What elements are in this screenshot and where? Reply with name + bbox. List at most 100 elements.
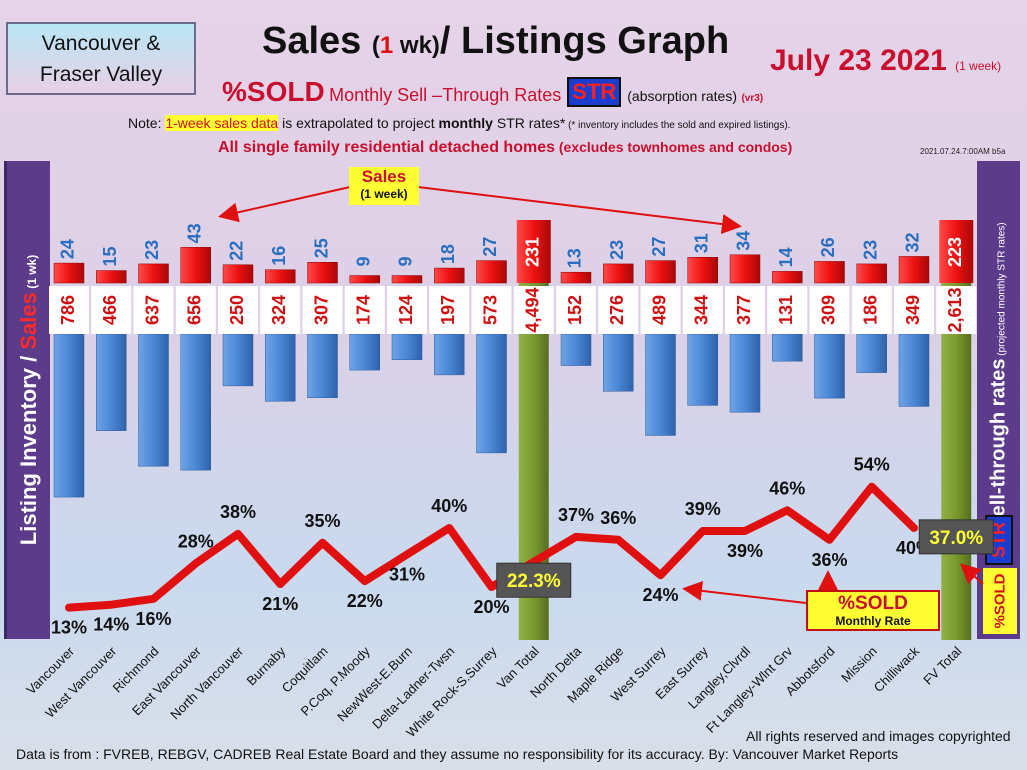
inventory-label-box xyxy=(387,286,427,334)
inventory-bar xyxy=(856,333,887,373)
x-tick-label: West Vancouver xyxy=(42,643,120,721)
inventory-label-box xyxy=(640,286,681,334)
str-point-label: 54% xyxy=(854,455,890,475)
total-str-label: 37.0% xyxy=(929,528,983,549)
copyright-note: All rights reserved and images copyright… xyxy=(746,728,1011,744)
x-tick-label: North Vancouver xyxy=(167,643,246,722)
inventory-label-box xyxy=(260,286,301,334)
sales-callout-sub: (1 week) xyxy=(360,187,408,201)
sales-label: 16 xyxy=(269,246,289,266)
sales-bar xyxy=(729,254,761,284)
source-note: Data is from : FVREB, REBGV, CADREB Real… xyxy=(16,746,899,762)
inventory-label-box xyxy=(133,286,174,334)
sales-label: 24 xyxy=(58,239,78,259)
note-b: is extrapolated to project xyxy=(278,115,439,131)
inventory-label-box xyxy=(513,286,554,334)
x-tick-label: FV Total xyxy=(920,643,964,687)
str-point-label: 46% xyxy=(769,478,805,498)
x-tick-label: NewWest-E.Burn xyxy=(334,644,415,725)
inventory-label: 250 xyxy=(227,295,247,325)
sales-label: 13 xyxy=(565,248,585,268)
inventory-label-box xyxy=(218,286,258,334)
note-highlight: 1-week sales data xyxy=(165,115,279,131)
inventory-label-box xyxy=(725,286,765,334)
sales-bar xyxy=(434,267,465,284)
inventory-label: 377 xyxy=(734,295,754,325)
inventory-label: 324 xyxy=(269,295,289,325)
inventory-label: 152 xyxy=(565,295,585,325)
inventory-label: 174 xyxy=(354,295,374,325)
inventory-label: 637 xyxy=(142,295,162,325)
sales-label: 9 xyxy=(396,257,416,267)
inventory-label-box xyxy=(91,286,132,334)
inventory-label: 349 xyxy=(903,295,923,325)
inventory-label: 307 xyxy=(311,295,331,325)
inventory-bar xyxy=(434,333,465,376)
detached-a: All single family residential detached h… xyxy=(218,139,555,156)
inventory-bar xyxy=(222,333,254,387)
inventory-bar xyxy=(476,333,507,454)
note-a: Note: xyxy=(128,115,166,131)
inventory-label: 124 xyxy=(396,295,416,325)
inventory-label-box xyxy=(682,286,723,334)
chart-title: Sales (1 wk)/ Listings Graph xyxy=(262,20,729,63)
str-point-label: 39% xyxy=(727,541,763,561)
inventory-bar xyxy=(603,333,634,392)
sales-total-label: 231 xyxy=(523,237,543,267)
subtitle-mid: Monthly Sell –Through Rates xyxy=(329,85,562,105)
sales-bar xyxy=(560,271,592,284)
str-point-label: 13% xyxy=(51,618,87,638)
subtitle-version: (vr3) xyxy=(741,93,764,104)
sales-bar xyxy=(222,264,254,284)
sales-bar xyxy=(53,262,85,284)
inventory-label: 786 xyxy=(58,295,78,325)
chart-subtitle: %SOLD Monthly Sell –Through Rates STR (abs… xyxy=(222,76,763,108)
inventory-bar xyxy=(814,333,845,399)
sales-total-bar xyxy=(516,220,551,283)
str-line xyxy=(65,482,918,612)
sales-label: 22 xyxy=(227,241,247,261)
sales-bar xyxy=(180,247,211,284)
sales-label: 27 xyxy=(480,237,500,257)
sales-bar xyxy=(687,257,718,284)
sold-callout: %SOLD Monthly Rate xyxy=(806,590,940,631)
sales-bar xyxy=(138,263,169,284)
sold-callout-sub: Monthly Rate xyxy=(835,614,911,628)
note-c: STR rates* xyxy=(492,115,566,131)
inventory-bar xyxy=(560,333,592,366)
str-point-label: 36% xyxy=(811,550,847,570)
inventory-bar xyxy=(772,333,803,362)
detached-b: (excludes townhomes and condos) xyxy=(555,139,793,155)
note-detached: All single family residential detached h… xyxy=(218,139,792,157)
inventory-label-box xyxy=(49,286,89,334)
inventory-bar xyxy=(645,333,676,436)
str-point-label: 38% xyxy=(220,502,256,522)
inventory-label: 276 xyxy=(607,295,627,325)
sales-bar xyxy=(856,263,887,284)
sales-label: 31 xyxy=(692,233,712,253)
title-part-d: wk) xyxy=(393,32,440,59)
note-small: (* inventory includes the sold and expir… xyxy=(565,120,791,131)
sales-label: 23 xyxy=(861,240,881,260)
inventory-label-box xyxy=(851,286,892,334)
x-tick-label: Chilliwack xyxy=(871,643,923,695)
date-sub: (1 week) xyxy=(955,59,1002,73)
inventory-label: 2,613 xyxy=(945,287,965,332)
inventory-label: 197 xyxy=(438,295,458,325)
title-part-b: ( xyxy=(371,32,380,59)
inventory-bar xyxy=(53,333,85,498)
right-arrow xyxy=(960,563,984,585)
sales-total-bar xyxy=(939,220,974,283)
inventory-bar xyxy=(138,333,169,467)
sales-bar xyxy=(96,270,127,284)
inventory-bar xyxy=(687,333,718,406)
sales-bar xyxy=(476,260,507,284)
inventory-label: 131 xyxy=(776,295,796,325)
str-point-label: 16% xyxy=(135,609,171,629)
inventory-label-box xyxy=(302,286,343,334)
inventory-bar xyxy=(391,333,423,360)
inventory-label-box xyxy=(556,286,596,334)
total-str-box xyxy=(918,519,994,555)
sales-bar xyxy=(391,275,423,284)
inventory-label-box xyxy=(175,286,216,334)
